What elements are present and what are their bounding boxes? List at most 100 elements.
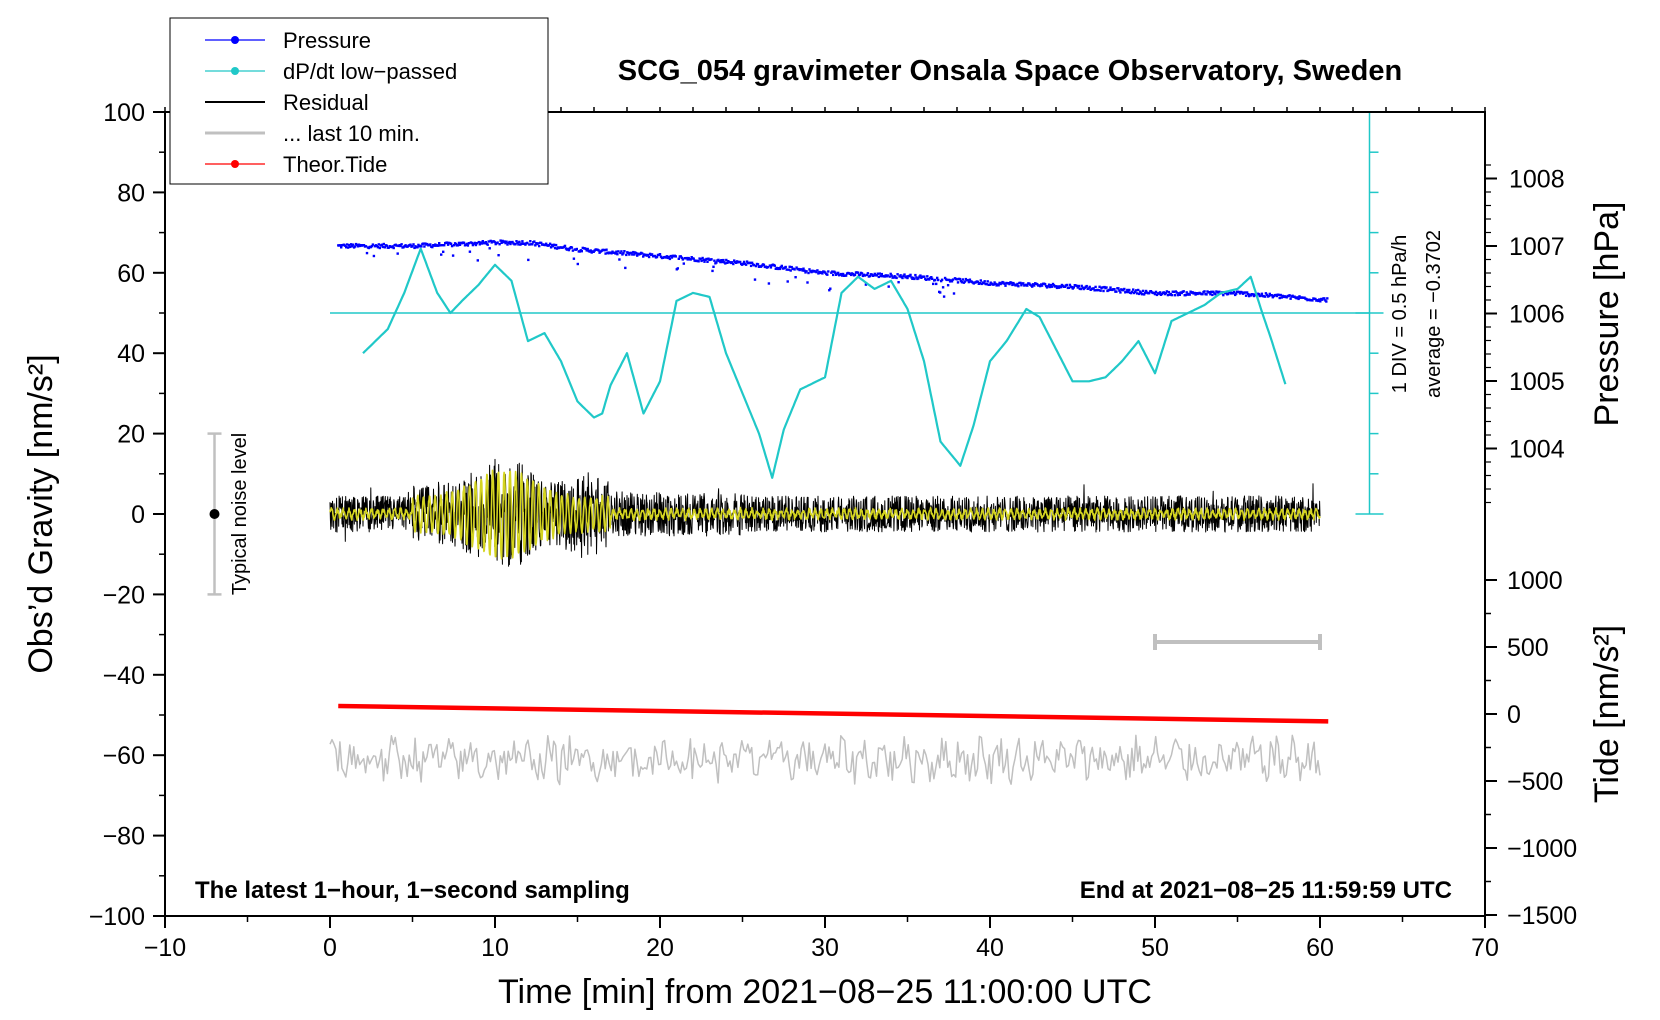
pressure-point (514, 243, 517, 246)
pressure-point (499, 239, 502, 242)
pressure-point (731, 261, 734, 264)
pressure-point (872, 274, 875, 277)
pressure-point (456, 244, 460, 247)
pressure-point (928, 278, 931, 281)
pressure-point (506, 243, 509, 246)
pressure-point (1326, 297, 1329, 300)
pressure-point (767, 282, 771, 285)
pressure-point (1012, 281, 1015, 285)
pressure-point (1046, 285, 1050, 288)
pressure-point (551, 245, 555, 248)
pressure-point (979, 279, 982, 282)
pressure-point (486, 243, 489, 246)
pressure-point (1070, 286, 1073, 289)
pressure-point (1137, 288, 1140, 292)
pressure-point (457, 241, 461, 245)
pressure-point (841, 272, 845, 276)
pressure-point (631, 253, 634, 256)
pressure-point (575, 247, 578, 251)
pressure-point (722, 258, 725, 262)
pressure-point (635, 252, 638, 255)
pressure-point (966, 279, 970, 282)
pressure-point (1218, 290, 1221, 293)
pressure-point (1132, 288, 1135, 291)
pressure-point (1122, 289, 1125, 292)
series-layer (207, 111, 1384, 786)
pressure-point (521, 240, 524, 243)
pressure-point (1016, 282, 1019, 286)
pressure-point (710, 258, 713, 261)
x-axis-title: Time [min] from 2021−08−25 11:00:00 UTC (498, 973, 1152, 1011)
legend-item-last10: ... last 10 min. (205, 121, 420, 146)
pressure-point (803, 269, 806, 272)
pressure-tick-label: 1005 (1509, 368, 1565, 396)
pressure-point (346, 246, 350, 249)
pressure-point (431, 245, 434, 249)
pressure-point (889, 272, 892, 276)
pressure-point (1128, 288, 1131, 292)
pressure-point (1153, 292, 1157, 296)
y-axis-title-gravity: Obs’d Gravity [nm/s²] (22, 354, 60, 673)
pressure-point (1026, 284, 1029, 287)
pressure-point (985, 283, 988, 286)
pressure-point (687, 256, 690, 260)
pressure-point (1165, 290, 1169, 293)
pressure-point (1259, 294, 1263, 297)
pressure-point (1125, 290, 1128, 293)
pressure-point (605, 248, 608, 251)
pressure-point (986, 280, 989, 283)
pressure-point (567, 248, 571, 252)
pressure-point (400, 243, 403, 246)
pressure-point (489, 239, 492, 243)
pressure-point (976, 280, 979, 283)
pressure-point (1105, 286, 1108, 289)
pressure-point (658, 253, 662, 256)
pressure-point (392, 246, 395, 250)
pressure-point (1249, 294, 1253, 297)
pressure-point (721, 260, 724, 264)
pressure-point (692, 257, 695, 260)
pressure-point (909, 273, 912, 277)
chart-title: SCG_054 gravimeter Onsala Space Observat… (618, 55, 1402, 87)
pressure-point (617, 250, 620, 253)
pressure-tick-label: 1006 (1509, 301, 1565, 329)
x-tick-label: 20 (646, 934, 674, 962)
pressure-point (552, 243, 556, 246)
pressure-point (896, 273, 899, 276)
pressure-point (952, 292, 956, 295)
pressure-point (1164, 291, 1168, 295)
pressure-point (676, 267, 679, 270)
pressure-point (603, 249, 606, 252)
pressure-point (1087, 287, 1090, 290)
pressure-point (756, 263, 760, 266)
pressure-point (439, 244, 442, 247)
pressure-point (914, 273, 917, 277)
pressure-point (941, 286, 945, 289)
pressure-point (538, 244, 541, 248)
pressure-point (423, 245, 426, 248)
pressure-point (632, 250, 635, 254)
tick-layer: −10 0 10 20 30 40 50 60 70−100−80−60−40−20020406… (89, 99, 1578, 962)
pressure-point (500, 241, 503, 244)
pressure-point (443, 244, 446, 247)
pressure-point (895, 276, 898, 280)
pressure-point (364, 245, 368, 248)
x-tick-label: 0 (323, 934, 337, 962)
pressure-point (381, 245, 384, 249)
pressure-point (844, 274, 848, 277)
pressure-point (980, 282, 983, 286)
pressure-point (679, 255, 682, 258)
pressure-point (498, 243, 501, 246)
pressure-point (917, 277, 920, 280)
pressure-point (615, 250, 618, 253)
pressure-point (385, 244, 388, 247)
pressure-point (815, 270, 818, 274)
pressure-series (337, 239, 1329, 303)
pressure-point (1275, 294, 1278, 298)
pressure-point (1244, 294, 1248, 297)
pressure-point (647, 255, 651, 259)
pressure-point (806, 281, 809, 284)
pressure-point (480, 242, 483, 245)
pressure-point (473, 241, 477, 245)
pressure-point (1049, 284, 1053, 287)
